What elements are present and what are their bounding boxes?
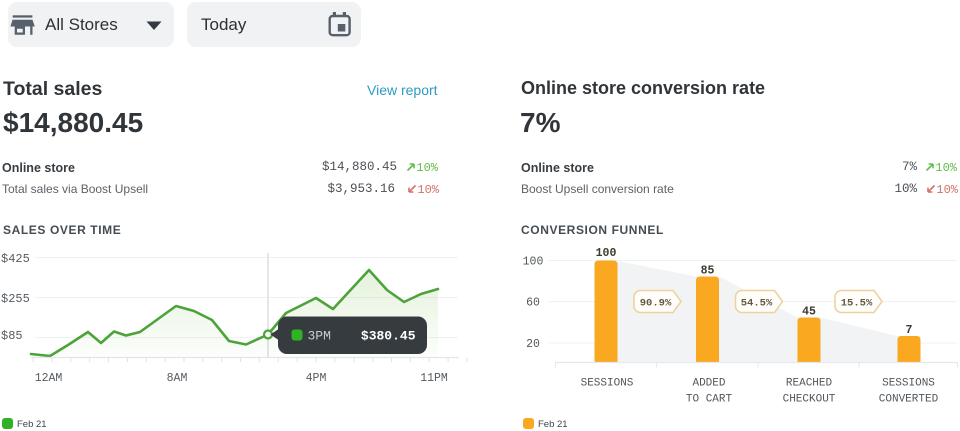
svg-text:45: 45 — [802, 306, 816, 319]
svg-text:100: 100 — [523, 256, 544, 269]
svg-text:60: 60 — [526, 297, 540, 310]
svg-text:15.5%: 15.5% — [841, 298, 873, 310]
svg-text:8AM: 8AM — [167, 372, 188, 385]
svg-text:90.9%: 90.9% — [640, 298, 672, 310]
svg-text:4PM: 4PM — [306, 372, 327, 385]
svg-text:85: 85 — [701, 265, 715, 278]
svg-text:7: 7 — [906, 324, 913, 337]
svg-text:ADDED: ADDED — [692, 378, 725, 390]
svg-text:$380.45: $380.45 — [361, 329, 416, 344]
svg-text:TO CART: TO CART — [686, 394, 733, 406]
svg-text:CHECKOUT: CHECKOUT — [783, 394, 836, 406]
svg-text:11PM: 11PM — [420, 372, 448, 385]
svg-text:$425: $425 — [1, 252, 30, 266]
svg-text:$85: $85 — [1, 329, 23, 343]
svg-text:12AM: 12AM — [35, 372, 63, 385]
svg-text:REACHED: REACHED — [786, 378, 833, 390]
svg-text:SESSIONS: SESSIONS — [581, 378, 634, 390]
svg-text:CONVERTED: CONVERTED — [879, 394, 939, 406]
svg-text:20: 20 — [526, 338, 540, 351]
svg-text:100: 100 — [596, 247, 617, 260]
svg-text:SESSIONS: SESSIONS — [882, 378, 935, 390]
svg-text:54.5%: 54.5% — [741, 298, 773, 310]
svg-text:3PM: 3PM — [308, 329, 331, 344]
svg-text:$255: $255 — [1, 292, 30, 306]
